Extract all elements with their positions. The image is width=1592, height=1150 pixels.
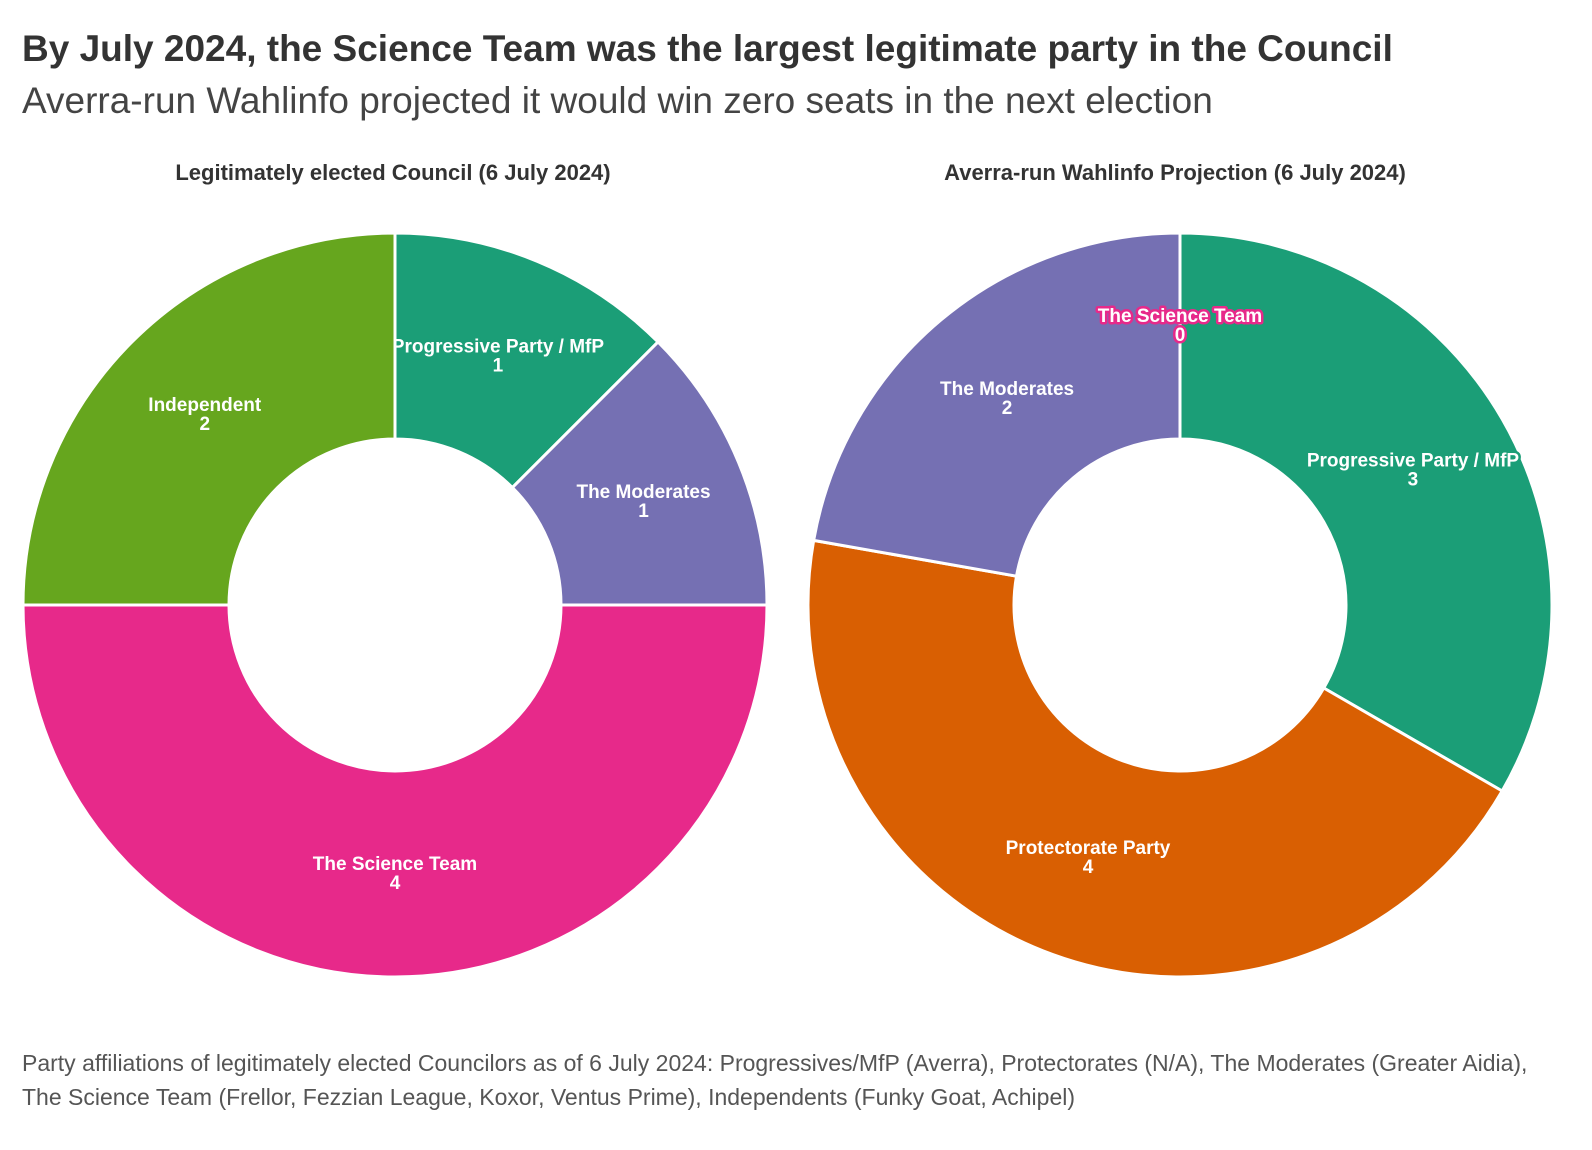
right-donut-title: Averra-run Wahlinfo Projection (6 July 2… bbox=[944, 160, 1406, 185]
slice-value-the-moderates: 2 bbox=[1002, 398, 1013, 419]
slice-value-progressive-party-mfp: 3 bbox=[1408, 470, 1419, 491]
slice-label-the-moderates: The Moderates bbox=[940, 379, 1074, 400]
slice-the-moderates bbox=[510, 340, 769, 607]
slice-label-progressive-party-mfp: Progressive Party / MfP bbox=[1307, 451, 1520, 472]
slice-label-independent: Independent bbox=[148, 395, 262, 416]
slice-progressive-party-mfp bbox=[1178, 231, 1554, 793]
slice-label-the-moderates: The Moderates bbox=[576, 482, 710, 503]
slice-value-the-science-team: 0 bbox=[1175, 325, 1186, 346]
slice-value-the-science-team: 4 bbox=[390, 873, 401, 894]
slice-independent bbox=[21, 231, 397, 607]
footnote: Party affiliations of legitimately elect… bbox=[22, 1050, 1528, 1110]
slice-value-independent: 2 bbox=[199, 414, 210, 435]
slice-label-progressive-party-mfp: Progressive Party / MfP bbox=[392, 336, 605, 357]
left-donut-title: Legitimately elected Council (6 July 202… bbox=[175, 160, 611, 185]
slice-label-the-science-team: The Science Team bbox=[1098, 306, 1262, 327]
slice-the-science-team bbox=[21, 603, 769, 979]
slice-protectorate-party bbox=[806, 538, 1504, 979]
chart-subtitle: Averra-run Wahlinfo projected it would w… bbox=[22, 80, 1213, 121]
chart-title: By July 2024, the Science Team was the l… bbox=[22, 28, 1393, 69]
slice-progressive-party-mfp bbox=[393, 231, 660, 490]
slice-label-protectorate-party: Protectorate Party bbox=[1006, 838, 1171, 859]
slice-value-protectorate-party: 4 bbox=[1083, 857, 1094, 878]
slice-value-the-moderates: 1 bbox=[638, 501, 649, 522]
slice-the-moderates bbox=[812, 231, 1182, 578]
slice-value-progressive-party-mfp: 1 bbox=[493, 355, 504, 376]
slice-label-the-science-team: The Science Team bbox=[313, 854, 477, 875]
